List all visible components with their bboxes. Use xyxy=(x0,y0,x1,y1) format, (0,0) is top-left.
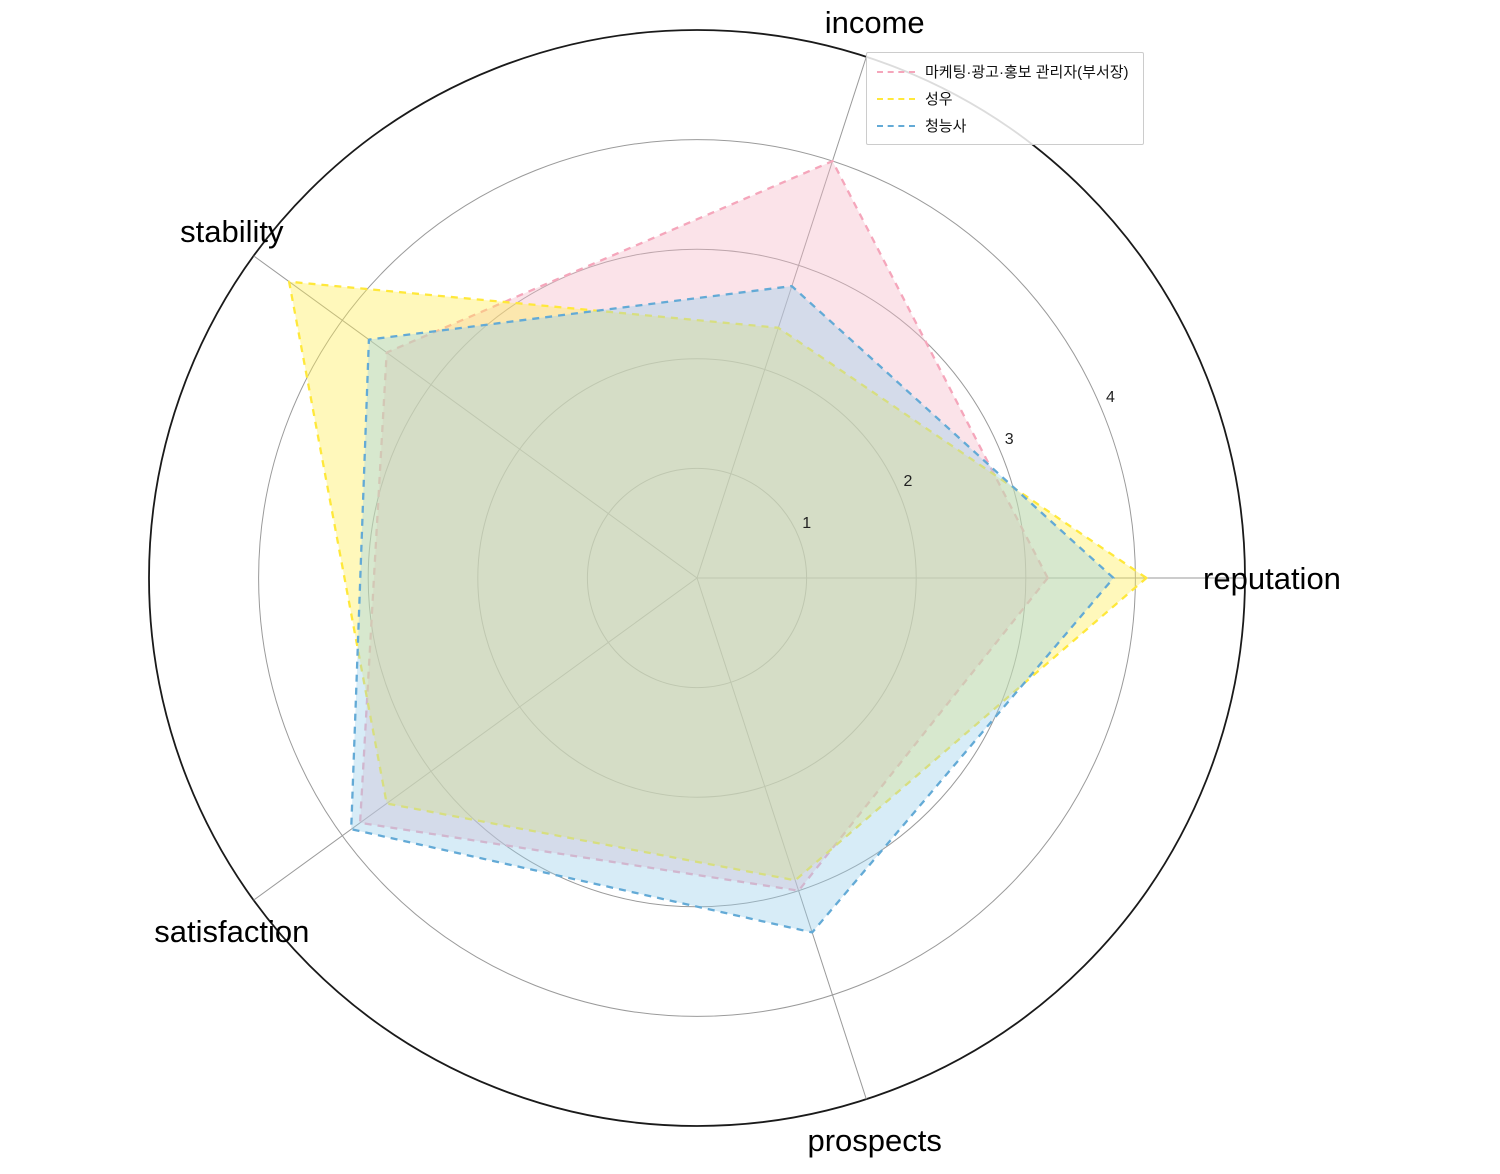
radial-tick-label: 2 xyxy=(904,473,913,490)
series-polygon-0 xyxy=(358,159,1049,892)
radial-tick-label: 3 xyxy=(1005,431,1014,448)
legend-item-2: 청능사 xyxy=(877,113,1129,138)
series-polygon-2 xyxy=(350,284,1115,934)
legend-label: 성우 xyxy=(925,91,953,108)
axis-label-reputation: reputation xyxy=(1203,561,1341,596)
axis-spoke xyxy=(696,577,867,1100)
legend-label: 청능사 xyxy=(925,118,967,135)
legend-item-0: 마케팅·광고·홍보 관리자(부서장) xyxy=(877,59,1129,84)
legend-label: 마케팅·광고·홍보 관리자(부서장) xyxy=(925,64,1129,81)
axis-label-stability: stability xyxy=(180,214,284,249)
axis-label-income: income xyxy=(825,5,925,40)
legend-item-1: 성우 xyxy=(877,86,1129,111)
radial-tick-label: 1 xyxy=(802,515,811,532)
axis-spoke xyxy=(253,577,698,901)
legend-dashed-line-swatch xyxy=(877,124,915,127)
axis-label-satisfaction: satisfaction xyxy=(154,914,309,949)
axis-label-prospects: prospects xyxy=(807,1123,941,1158)
legend-dashed-line-swatch xyxy=(877,97,915,100)
axis-spoke xyxy=(253,255,698,579)
axis-spoke xyxy=(696,56,867,579)
legend-dashed-line-swatch xyxy=(877,70,915,73)
series-polygon-1 xyxy=(287,280,1148,882)
radial-tick-label: 4 xyxy=(1106,389,1115,406)
